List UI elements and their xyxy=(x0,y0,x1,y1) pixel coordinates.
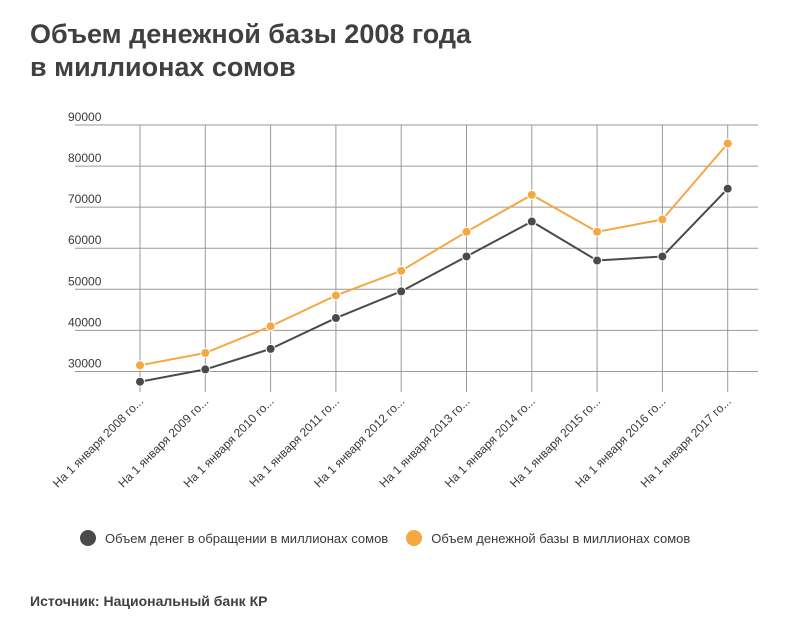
series-0-point-9 xyxy=(722,183,733,194)
y-tick-label-60000: 60000 xyxy=(68,233,102,247)
series-0-point-1 xyxy=(200,364,211,375)
series-0-point-4 xyxy=(396,286,407,297)
legend-dot-dark xyxy=(80,530,96,546)
series-1-point-5 xyxy=(461,226,472,237)
series-0-point-0 xyxy=(135,376,145,387)
x-axis-ticks: На 1 января 2008 го...На 1 января 2009 г… xyxy=(50,394,734,490)
legend-item-monetary-base[interactable]: Объем денежной базы в миллионах сомов xyxy=(406,530,690,546)
chart-title-line-2: в миллионах сомов xyxy=(30,52,296,82)
chart-title: Объем денежной базы 2008 года в миллиона… xyxy=(30,18,770,84)
series xyxy=(135,138,733,387)
series-1-point-3 xyxy=(330,290,341,301)
legend: Объем денег в обращении в миллионах сомо… xyxy=(80,530,708,546)
legend-dot-orange xyxy=(406,530,423,546)
series-0-point-5 xyxy=(461,251,472,262)
series-1-point-0 xyxy=(135,360,145,371)
legend-item-money-in-circulation[interactable]: Объем денег в обращении в миллионах сомо… xyxy=(80,530,388,546)
series-0-point-3 xyxy=(330,313,341,324)
series-0-point-7 xyxy=(592,255,603,266)
series-1-point-2 xyxy=(265,321,276,332)
series-line-1 xyxy=(139,142,729,367)
series-0-point-2 xyxy=(265,343,276,354)
series-1-point-4 xyxy=(396,265,407,276)
y-tick-label-50000: 50000 xyxy=(68,274,102,288)
y-tick-label-90000: 90000 xyxy=(68,110,102,124)
legend-label-monetary-base: Объем денежной базы в миллионах сомов xyxy=(431,530,691,546)
source-note: Источник: Национальный банк КР xyxy=(30,593,268,609)
y-tick-label-70000: 70000 xyxy=(68,192,102,206)
series-1-point-7 xyxy=(592,226,603,237)
series-0-point-8 xyxy=(657,251,668,262)
chart-title-line-1: Объем денежной базы 2008 года xyxy=(30,19,472,49)
y-tick-label-30000: 30000 xyxy=(68,356,102,370)
series-0-point-6 xyxy=(526,216,537,227)
series-1-point-8 xyxy=(657,214,668,225)
grid-lines xyxy=(75,124,758,392)
series-1-point-6 xyxy=(526,189,537,200)
y-axis-ticks: 30000 40000 50000 60000 70000 80000 90000 xyxy=(68,110,102,370)
series-1-point-1 xyxy=(200,347,211,358)
y-tick-label-40000: 40000 xyxy=(68,315,102,329)
legend-label-money-in-circulation: Объем денег в обращении в миллионах сомо… xyxy=(105,530,389,546)
y-tick-label-80000: 80000 xyxy=(68,151,102,165)
series-line-0 xyxy=(139,187,729,383)
series-1-point-9 xyxy=(722,138,733,149)
